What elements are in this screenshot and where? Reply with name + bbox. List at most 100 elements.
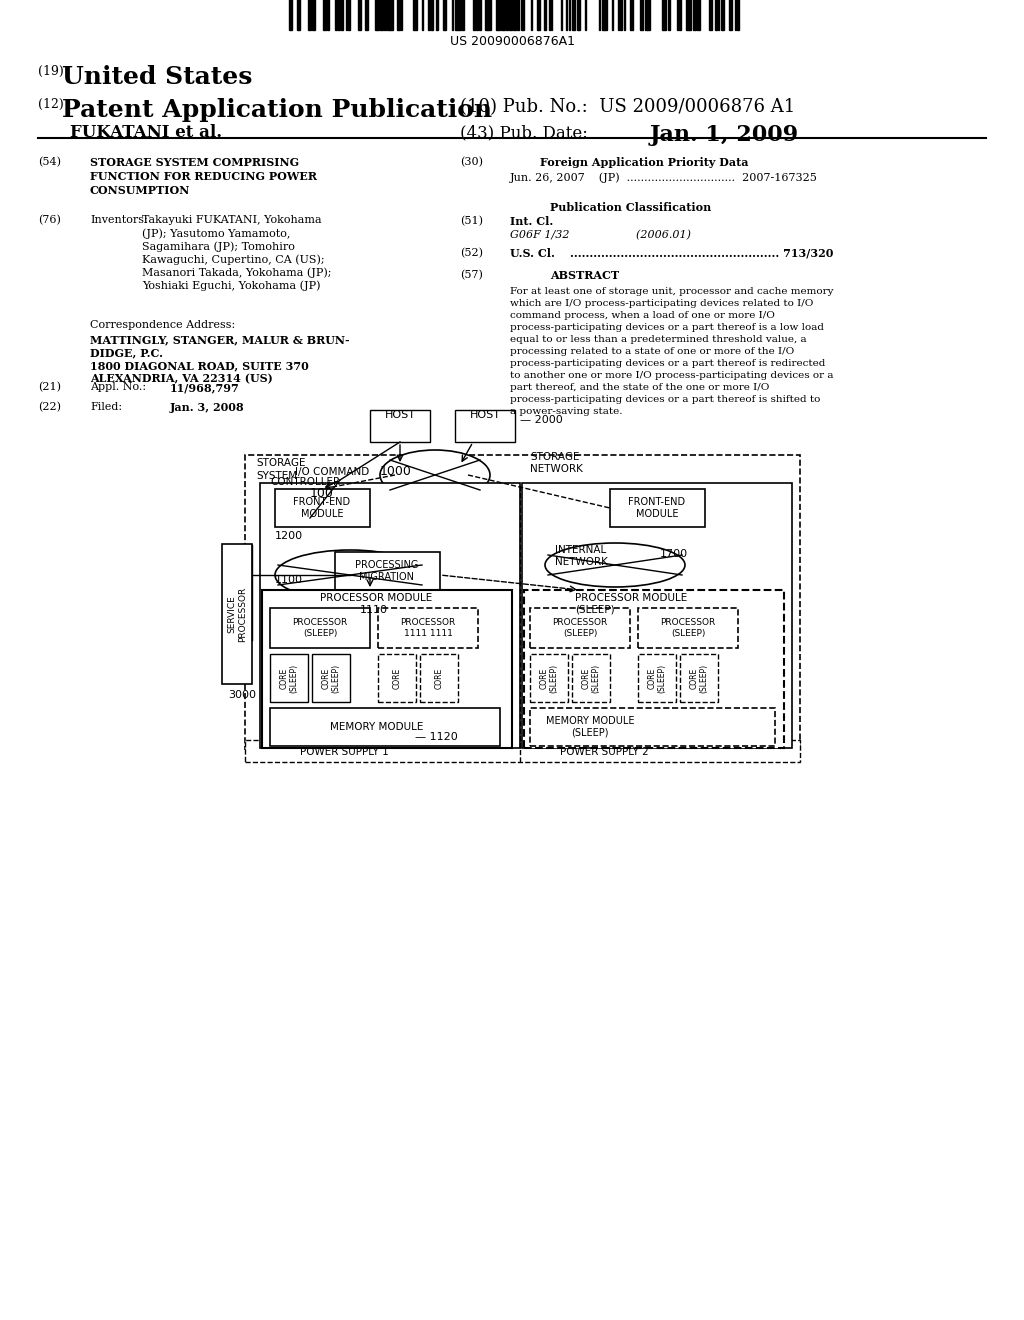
Bar <box>509 0 512 30</box>
Text: United States: United States <box>62 65 252 88</box>
Bar <box>462 0 464 30</box>
Text: 1700: 1700 <box>660 549 688 558</box>
Text: 1110: 1110 <box>360 605 388 615</box>
Text: POWER SUPPLY 1: POWER SUPPLY 1 <box>300 747 389 756</box>
Ellipse shape <box>545 543 685 587</box>
Text: US 20090006876A1: US 20090006876A1 <box>450 36 574 48</box>
Text: CORE
(SLEEP): CORE (SLEEP) <box>647 664 667 693</box>
Bar <box>638 653 676 702</box>
Bar <box>620 0 622 30</box>
Text: process-participating devices or a part thereof is a low load: process-participating devices or a part … <box>510 323 824 333</box>
Text: ...................................................... 713/320: ........................................… <box>570 248 834 259</box>
Text: (76): (76) <box>38 215 60 226</box>
Text: CONTROLLER: CONTROLLER <box>270 477 340 487</box>
Bar <box>428 0 430 30</box>
Bar <box>572 0 575 30</box>
Text: HOST: HOST <box>469 411 501 420</box>
Text: (JP); Yasutomo Yamamoto,: (JP); Yasutomo Yamamoto, <box>142 228 291 239</box>
Text: STORAGE: STORAGE <box>256 458 305 469</box>
Text: FRONT-END
MODULE: FRONT-END MODULE <box>294 498 350 519</box>
Text: — 1120: — 1120 <box>415 733 458 742</box>
Bar <box>640 0 643 30</box>
Bar <box>521 0 524 30</box>
Text: I/O COMMAND: I/O COMMAND <box>295 467 370 477</box>
Text: 3000: 3000 <box>228 690 256 700</box>
Bar <box>645 0 647 30</box>
Bar <box>501 0 503 30</box>
Bar <box>387 0 390 30</box>
Bar <box>375 0 377 30</box>
Text: Correspondence Address:: Correspondence Address: <box>90 319 236 330</box>
Text: SYSTEM: SYSTEM <box>256 471 297 480</box>
Text: command process, when a load of one or more I/O: command process, when a load of one or m… <box>510 312 775 319</box>
Bar <box>436 0 438 30</box>
Bar <box>647 0 650 30</box>
Bar <box>668 0 670 30</box>
Bar <box>679 0 681 30</box>
Bar <box>544 0 546 30</box>
Bar <box>312 0 315 30</box>
Text: Kawaguchi, Cupertino, CA (US);: Kawaguchi, Cupertino, CA (US); <box>142 253 325 264</box>
Bar <box>384 0 386 30</box>
Text: Inventors:: Inventors: <box>90 215 147 224</box>
Text: — 2000: — 2000 <box>520 414 563 425</box>
Text: Int. Cl.: Int. Cl. <box>510 216 553 227</box>
Bar <box>572 653 610 702</box>
Text: MEMORY MODULE: MEMORY MODULE <box>330 722 423 733</box>
Text: (12): (12) <box>38 98 63 111</box>
Text: For at least one of storage unit, processor and cache memory: For at least one of storage unit, proces… <box>510 286 834 296</box>
Bar <box>630 0 633 30</box>
Bar <box>729 0 732 30</box>
Ellipse shape <box>380 450 490 500</box>
Text: CORE
(SLEEP): CORE (SLEEP) <box>582 664 601 693</box>
Bar <box>638 609 738 648</box>
Text: process-participating devices or a part thereof is redirected: process-participating devices or a part … <box>510 359 825 368</box>
Bar <box>443 0 446 30</box>
Text: CORE
(SLEEP): CORE (SLEEP) <box>689 664 709 693</box>
Text: CORE
(SLEEP): CORE (SLEEP) <box>280 664 299 693</box>
Text: FRONT-END
MODULE: FRONT-END MODULE <box>629 498 685 519</box>
Bar <box>380 0 383 30</box>
Bar <box>513 0 516 30</box>
Text: equal to or less than a predetermined threshold value, a: equal to or less than a predetermined th… <box>510 335 807 345</box>
Bar <box>476 0 478 30</box>
Text: Takayuki FUKATANI, Yokohama: Takayuki FUKATANI, Yokohama <box>142 215 322 224</box>
Text: PROCESSOR
(SLEEP): PROCESSOR (SLEEP) <box>660 618 716 638</box>
Text: Filed:: Filed: <box>90 403 122 412</box>
Text: 100: 100 <box>310 487 334 500</box>
Text: ABSTRACT: ABSTRACT <box>550 271 620 281</box>
Text: CORE
(SLEEP): CORE (SLEEP) <box>322 664 341 693</box>
Bar <box>577 0 580 30</box>
Text: PROCESSOR
(SLEEP): PROCESSOR (SLEEP) <box>293 618 347 638</box>
Bar <box>496 0 498 30</box>
Text: (19): (19) <box>38 65 63 78</box>
Text: POWER SUPPLY 2: POWER SUPPLY 2 <box>560 747 649 756</box>
Bar <box>604 0 607 30</box>
Bar <box>414 0 417 30</box>
Text: Jun. 26, 2007    (JP)  ...............................  2007-167325: Jun. 26, 2007 (JP) .....................… <box>510 172 818 182</box>
Bar <box>270 708 500 746</box>
Bar <box>378 609 478 648</box>
Text: PROCESSOR MODULE: PROCESSOR MODULE <box>575 593 687 603</box>
Bar <box>697 0 700 30</box>
Bar <box>524 590 784 748</box>
Text: (54): (54) <box>38 157 61 168</box>
Bar <box>222 544 252 684</box>
Text: (30): (30) <box>460 157 483 168</box>
Bar <box>262 590 512 748</box>
Text: HOST: HOST <box>384 411 416 420</box>
Text: NETWORK: NETWORK <box>555 557 608 568</box>
Text: STORAGE: STORAGE <box>530 451 580 462</box>
Bar <box>473 0 475 30</box>
Bar <box>686 0 689 30</box>
Text: STORAGE SYSTEM COMPRISING: STORAGE SYSTEM COMPRISING <box>90 157 299 168</box>
Bar <box>297 0 300 30</box>
Text: (51): (51) <box>460 216 483 226</box>
Bar <box>260 483 520 748</box>
Text: PROCESSING
MIGRATION: PROCESSING MIGRATION <box>355 560 419 582</box>
Text: Patent Application Publication: Patent Application Publication <box>62 98 493 121</box>
Text: NETWORK: NETWORK <box>530 465 583 474</box>
Text: CORE: CORE <box>392 668 401 689</box>
Text: a power-saving state.: a power-saving state. <box>510 407 623 416</box>
Bar <box>245 741 800 762</box>
